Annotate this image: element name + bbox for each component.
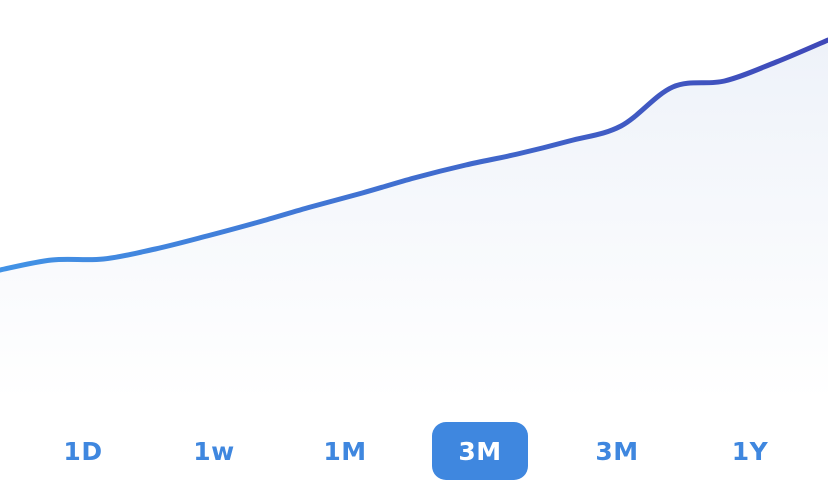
range-button-3m[interactable]: 3M xyxy=(595,436,639,466)
chart-point-6 xyxy=(308,204,314,210)
chart-series-line xyxy=(0,37,828,273)
chart-point-10 xyxy=(515,151,521,157)
chart-point-4 xyxy=(204,233,210,239)
chart-point-9 xyxy=(463,162,469,168)
chart-point-5 xyxy=(256,219,262,225)
chart-point-11 xyxy=(566,138,572,144)
range-button-1w[interactable]: 1w xyxy=(193,436,235,466)
chart-point-3 xyxy=(152,246,158,252)
chart-point-15 xyxy=(773,59,779,65)
chart-point-14 xyxy=(722,78,728,84)
range-button-1y[interactable]: 1Y xyxy=(731,436,769,466)
chart-point-13 xyxy=(670,84,676,90)
chart-point-12 xyxy=(618,123,624,129)
price-chart-svg xyxy=(0,37,828,400)
chart-point-2 xyxy=(101,256,107,262)
range-button-1m[interactable]: 1M xyxy=(323,436,367,466)
time-range-selector: 1D 1w 1M 3M 3M 1Y xyxy=(0,422,828,480)
chart-area-fill xyxy=(0,40,828,400)
range-button-1d[interactable]: 1D xyxy=(63,436,103,466)
range-button-3m-selected[interactable]: 3M xyxy=(432,422,528,480)
chart-point-7 xyxy=(359,190,365,196)
chart-point-8 xyxy=(411,175,417,181)
chart-point-1 xyxy=(49,257,55,263)
price-chart xyxy=(0,37,828,400)
